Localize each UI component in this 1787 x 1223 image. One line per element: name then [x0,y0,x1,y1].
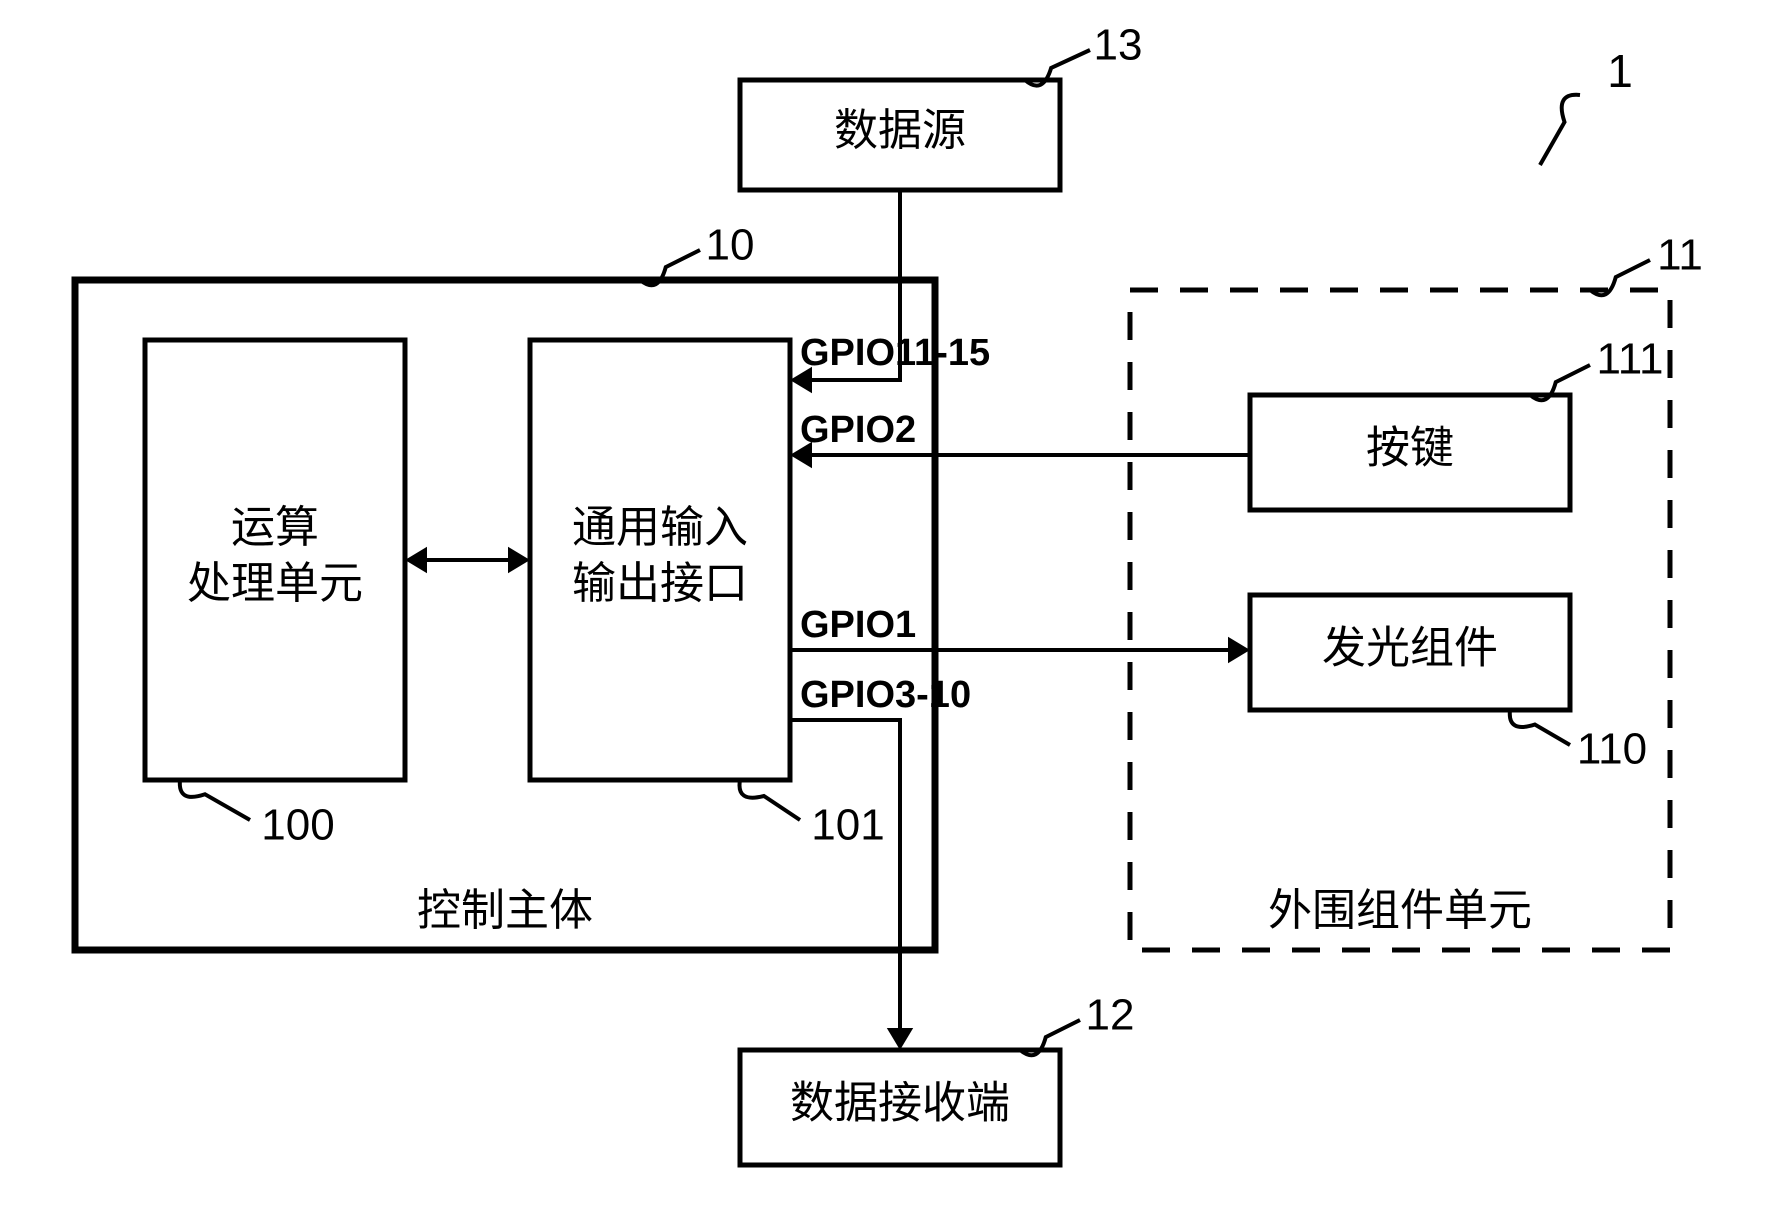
svg-text:111: 111 [1597,335,1664,384]
svg-text:100: 100 [261,801,334,850]
svg-text:外围组件单元: 外围组件单元 [1268,886,1532,935]
svg-text:运算: 运算 [231,503,319,552]
svg-text:处理单元: 处理单元 [187,559,363,608]
svg-text:1: 1 [1607,45,1633,97]
svg-text:GPIO11-15: GPIO11-15 [800,332,990,374]
svg-text:数据源: 数据源 [834,106,966,155]
svg-text:输出接口: 输出接口 [572,559,748,608]
svg-text:110: 110 [1577,725,1647,774]
svg-text:10: 10 [706,221,755,270]
svg-text:11: 11 [1657,231,1703,280]
svg-text:GPIO1: GPIO1 [800,604,916,646]
svg-text:控制主体: 控制主体 [417,886,593,935]
svg-text:101: 101 [811,801,884,850]
svg-text:按键: 按键 [1366,424,1454,473]
svg-text:12: 12 [1086,991,1135,1040]
svg-text:GPIO3-10: GPIO3-10 [800,674,971,716]
svg-text:发光组件: 发光组件 [1322,624,1498,673]
svg-text:GPIO2: GPIO2 [800,409,916,451]
svg-text:数据接收端: 数据接收端 [790,1079,1010,1128]
svg-text:13: 13 [1094,21,1143,70]
svg-text:通用输入: 通用输入 [572,503,748,552]
block-diagram: 数据源运算处理单元 通用输入输出接口 按键发光组件数据接收端 控制主体 外围组件单元 GP… [0,0,1787,1223]
